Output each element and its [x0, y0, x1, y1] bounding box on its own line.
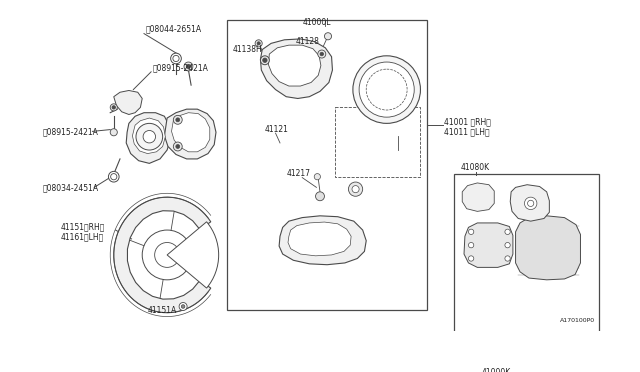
- Polygon shape: [288, 222, 351, 256]
- Polygon shape: [279, 216, 366, 265]
- Circle shape: [171, 53, 181, 64]
- Circle shape: [320, 52, 324, 56]
- Bar: [335, 108, 420, 177]
- Circle shape: [155, 243, 180, 267]
- Circle shape: [186, 64, 190, 68]
- Polygon shape: [516, 216, 580, 280]
- Polygon shape: [126, 113, 171, 163]
- Circle shape: [184, 62, 193, 71]
- Circle shape: [260, 56, 269, 65]
- Circle shape: [257, 42, 260, 45]
- Polygon shape: [260, 39, 332, 99]
- Circle shape: [136, 124, 163, 150]
- Circle shape: [173, 142, 182, 151]
- Circle shape: [181, 305, 185, 308]
- Circle shape: [318, 50, 326, 58]
- Circle shape: [173, 115, 182, 124]
- Circle shape: [359, 62, 414, 117]
- Polygon shape: [132, 118, 165, 154]
- Circle shape: [348, 182, 363, 196]
- Text: 41121: 41121: [265, 125, 289, 134]
- Bar: [454, 174, 599, 368]
- Circle shape: [173, 55, 179, 62]
- Text: 41080K: 41080K: [460, 163, 490, 172]
- Circle shape: [505, 243, 510, 248]
- Bar: [227, 20, 427, 310]
- Circle shape: [353, 56, 420, 124]
- Text: 41000L: 41000L: [302, 17, 331, 26]
- Circle shape: [255, 40, 262, 47]
- Circle shape: [176, 145, 180, 148]
- Polygon shape: [114, 197, 211, 313]
- Polygon shape: [164, 109, 216, 159]
- Polygon shape: [464, 223, 513, 267]
- Text: 41128: 41128: [296, 37, 320, 46]
- Circle shape: [143, 131, 156, 143]
- Text: 41000K: 41000K: [482, 368, 511, 372]
- Circle shape: [110, 104, 117, 111]
- Circle shape: [527, 200, 534, 206]
- Text: A170100P0: A170100P0: [560, 318, 595, 323]
- Text: 41001 〈RH〉: 41001 〈RH〉: [444, 117, 492, 126]
- Text: 41138H: 41138H: [233, 45, 262, 54]
- Circle shape: [179, 302, 187, 311]
- Polygon shape: [172, 113, 210, 152]
- Circle shape: [262, 58, 267, 62]
- Text: 41151〈RH〉: 41151〈RH〉: [60, 222, 105, 231]
- Circle shape: [505, 256, 510, 261]
- Polygon shape: [114, 90, 142, 115]
- Text: ⓗ08915-2421A: ⓗ08915-2421A: [153, 64, 209, 73]
- Circle shape: [316, 192, 324, 201]
- Polygon shape: [268, 45, 321, 86]
- Text: ⒱08034-2451A: ⒱08034-2451A: [43, 183, 99, 192]
- Circle shape: [108, 171, 119, 182]
- Circle shape: [468, 229, 474, 234]
- Circle shape: [314, 174, 321, 180]
- Circle shape: [352, 186, 359, 193]
- Polygon shape: [462, 183, 494, 211]
- Circle shape: [505, 229, 510, 234]
- Circle shape: [110, 129, 117, 136]
- Circle shape: [524, 197, 537, 209]
- Text: 41151A: 41151A: [148, 305, 177, 315]
- Circle shape: [468, 243, 474, 248]
- Circle shape: [468, 256, 474, 261]
- Text: 41161〈LH〉: 41161〈LH〉: [60, 232, 104, 242]
- Text: ⓗ08915-2421A: ⓗ08915-2421A: [43, 127, 99, 136]
- Text: ⒱08044-2651A: ⒱08044-2651A: [146, 25, 202, 33]
- Text: 41011 〈LH〉: 41011 〈LH〉: [444, 128, 490, 137]
- Polygon shape: [510, 185, 549, 221]
- Circle shape: [176, 118, 180, 122]
- Circle shape: [142, 230, 192, 280]
- Circle shape: [112, 106, 115, 109]
- Wedge shape: [167, 222, 219, 288]
- Circle shape: [324, 33, 332, 40]
- Circle shape: [111, 174, 117, 180]
- Text: 41217: 41217: [286, 169, 310, 178]
